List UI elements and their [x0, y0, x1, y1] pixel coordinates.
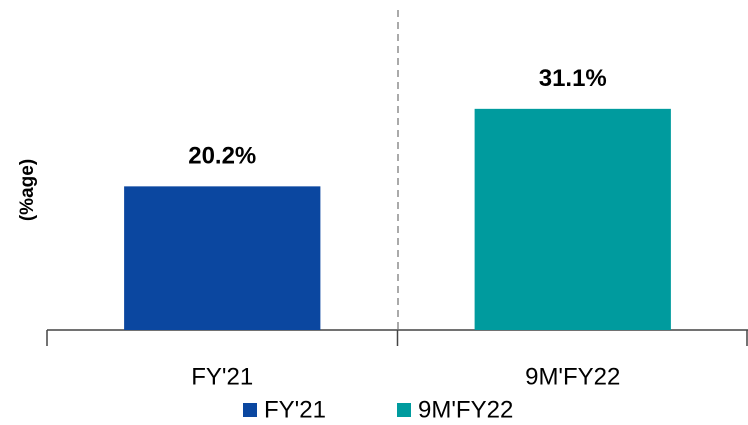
bar — [124, 186, 321, 330]
legend-swatch — [397, 403, 411, 417]
x-tick-label: 9M'FY22 — [525, 363, 620, 390]
x-tick-label: FY'21 — [191, 363, 253, 390]
legend-swatch — [243, 403, 257, 417]
bar — [474, 108, 671, 330]
value-label: 31.1% — [539, 65, 607, 92]
legend-label: 9M'FY22 — [418, 396, 513, 423]
legend-label: FY'21 — [264, 396, 326, 423]
y-axis-label: (%age) — [17, 159, 38, 221]
value-label: 20.2% — [188, 143, 256, 170]
